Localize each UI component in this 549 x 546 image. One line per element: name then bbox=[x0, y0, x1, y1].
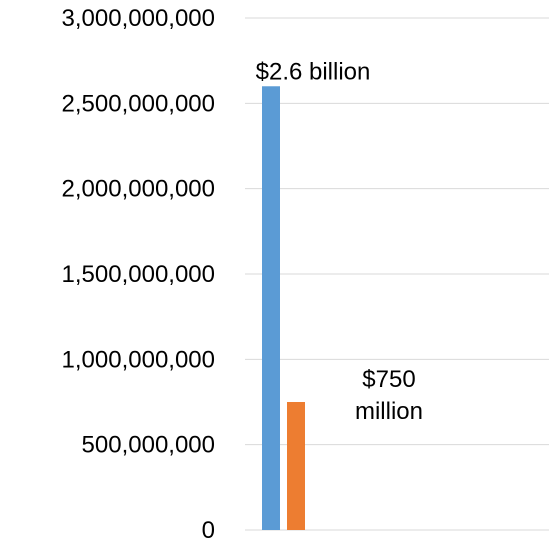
y-tick-label: 2,500,000,000 bbox=[62, 90, 215, 117]
y-tick-label: 3,000,000,000 bbox=[62, 5, 215, 32]
y-tick-label: 1,000,000,000 bbox=[62, 346, 215, 373]
y-tick-label: 1,500,000,000 bbox=[62, 261, 215, 288]
bar-series-1 bbox=[262, 86, 280, 531]
data-label-series-2: $750 million bbox=[355, 366, 423, 425]
y-tick-label: 0 bbox=[202, 517, 215, 544]
bars bbox=[262, 86, 305, 531]
y-axis-tick-labels: 0 500,000,000 1,000,000,000 1,500,000,000 2,… bbox=[62, 5, 215, 544]
y-tick-label: 500,000,000 bbox=[82, 432, 215, 459]
bar-series-2 bbox=[287, 402, 305, 530]
data-label-series-1: $2.6 billion bbox=[256, 58, 371, 85]
y-tick-label: 2,000,000,000 bbox=[62, 176, 215, 203]
data-labels: $2.6 billion $750 million bbox=[256, 58, 423, 425]
